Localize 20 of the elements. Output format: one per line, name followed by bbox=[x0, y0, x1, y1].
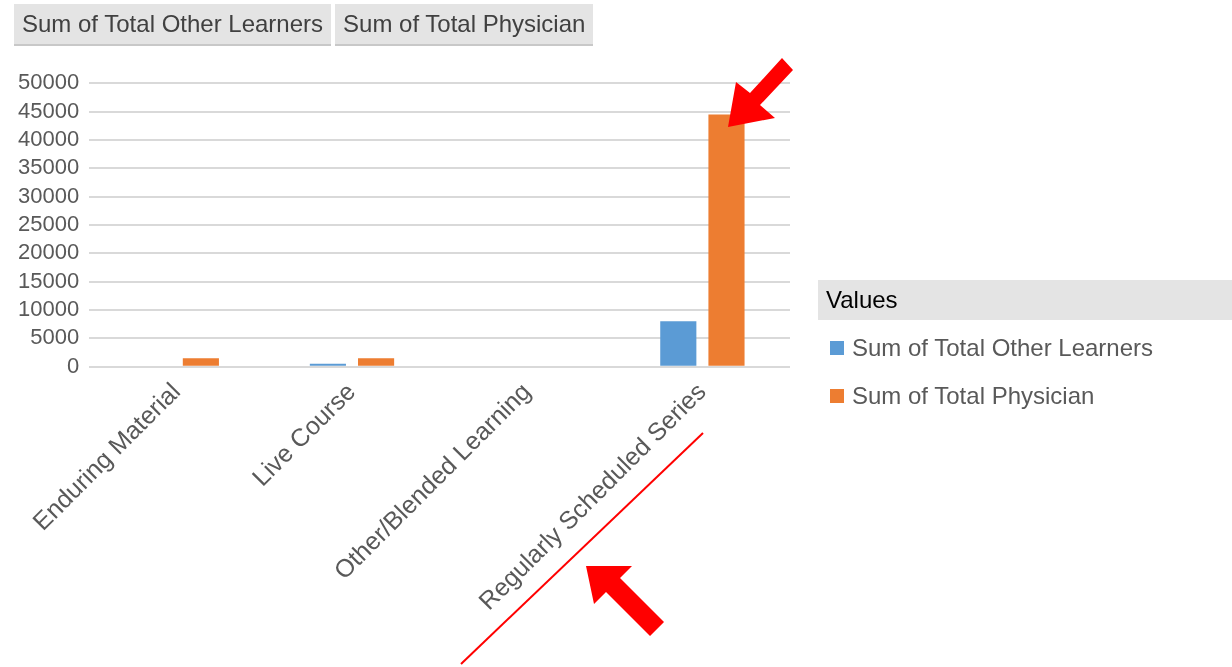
y-tick-label: 50000 bbox=[17, 69, 80, 95]
y-tick-label: 0 bbox=[66, 352, 80, 378]
legend-label: Sum of Total Physician bbox=[852, 382, 1095, 410]
bar bbox=[660, 321, 697, 366]
legend-title: Values bbox=[818, 280, 1232, 320]
y-tick-label: 45000 bbox=[17, 97, 80, 123]
bar bbox=[358, 358, 395, 366]
bar bbox=[182, 358, 219, 366]
text: Sum of Total Other Learners bbox=[14, 4, 332, 46]
y-tick-label: 35000 bbox=[17, 154, 80, 180]
legend-label: Sum of Total Other Learners bbox=[852, 334, 1154, 362]
y-tick-label: 5000 bbox=[30, 324, 80, 350]
text: Sum of Total Physician bbox=[335, 4, 594, 46]
y-tick-label: 30000 bbox=[17, 182, 80, 208]
y-tick-label: 10000 bbox=[17, 296, 80, 322]
bar bbox=[708, 114, 745, 366]
y-tick-label: 20000 bbox=[17, 239, 80, 265]
y-tick-label: 25000 bbox=[17, 210, 80, 236]
y-tick-label: 15000 bbox=[17, 267, 80, 293]
y-tick-label: 40000 bbox=[17, 125, 80, 151]
